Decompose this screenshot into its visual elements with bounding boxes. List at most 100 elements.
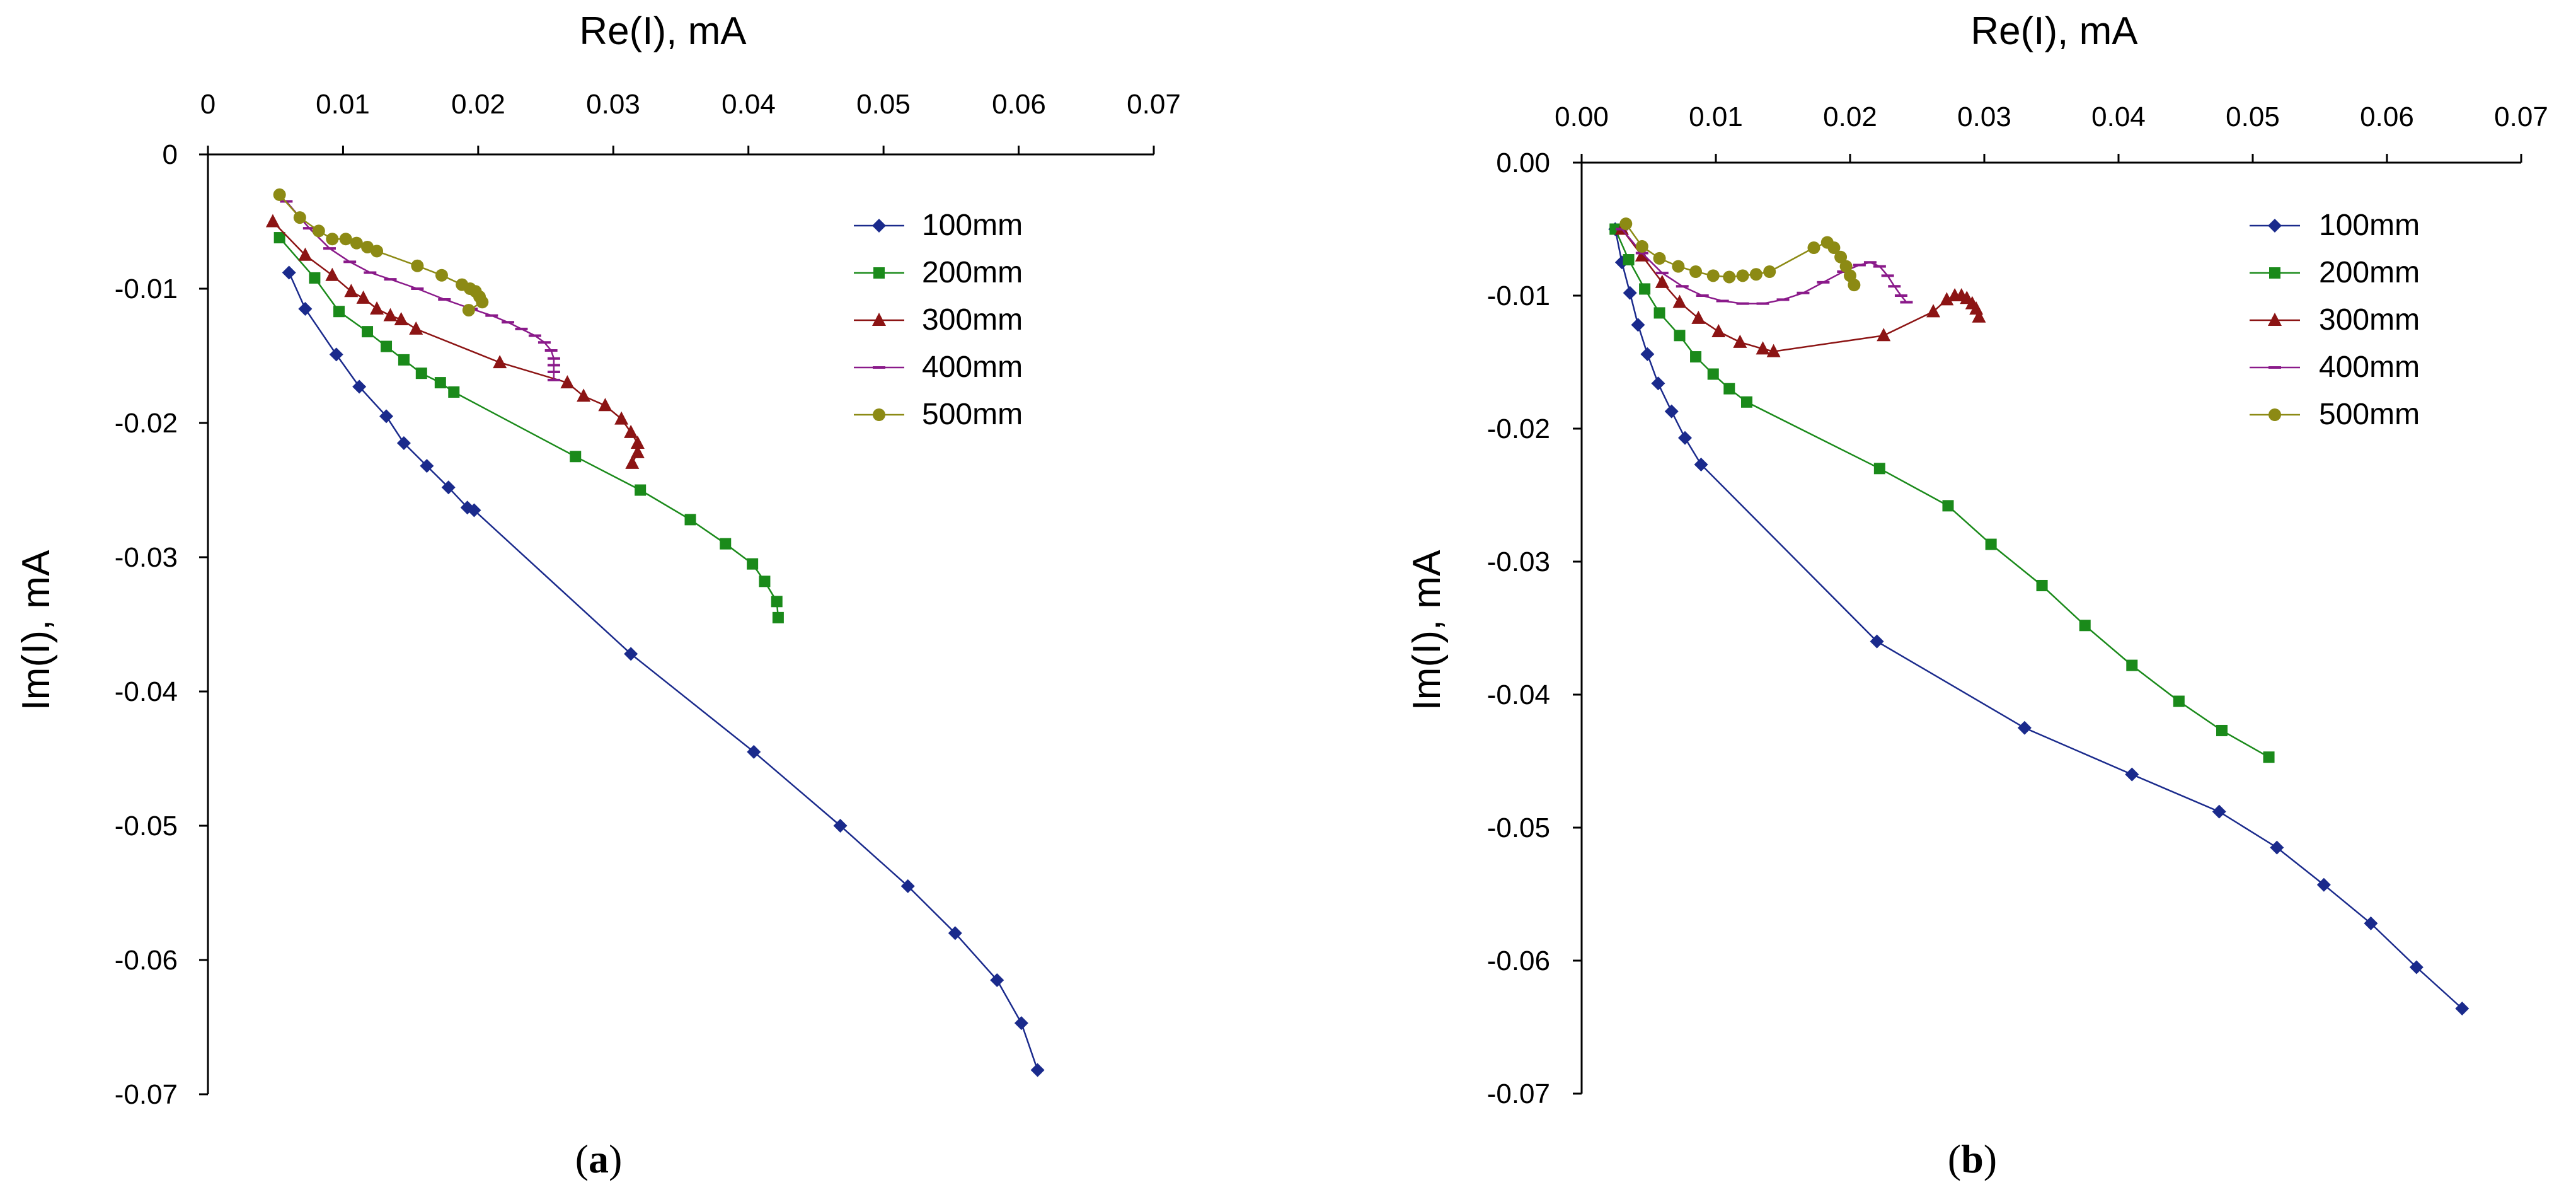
chart-a-data-point-500mm — [411, 259, 424, 272]
chart-b-data-point-200mm — [2036, 579, 2048, 591]
chart-b-data-point-500mm — [1736, 269, 1749, 282]
chart-b-data-point-100mm — [2364, 916, 2378, 930]
chart-a-y-axis-title: Im(I), mA — [14, 550, 58, 710]
chart-a-x-tick-label: 0 — [200, 89, 216, 120]
chart-b-data-point-500mm — [1672, 260, 1685, 273]
chart-a-data-point-200mm — [771, 596, 783, 608]
chart-a-data-point-200mm — [684, 514, 696, 526]
chart-a-data-point-100mm — [282, 265, 296, 280]
chart-b-series-300mm — [1614, 221, 1986, 357]
chart-a-data-point-200mm — [570, 451, 582, 463]
chart-a-data-point-300mm — [370, 301, 384, 315]
chart-a-legend-label: 400mm — [922, 350, 1023, 384]
chart-a-x-tick-label: 0.03 — [586, 89, 640, 120]
chart-a-data-point-300mm — [560, 375, 575, 389]
chart-b-series-100mm — [1608, 222, 2470, 1015]
chart-a-data-point-300mm — [325, 267, 340, 281]
chart-b-data-point-300mm — [1972, 309, 1986, 323]
chart-b-data-point-200mm — [1690, 351, 1702, 363]
chart-b-legend-label: 400mm — [2319, 350, 2420, 384]
chart-a-x-tick-label: 0.05 — [856, 89, 911, 120]
chart-b-data-point-500mm — [1807, 241, 1820, 255]
chart-a-legend-label: 300mm — [922, 303, 1023, 337]
chart-b-data-point-200mm — [2079, 620, 2091, 632]
chart-b-y-tick-label: -0.01 — [1487, 280, 1550, 311]
chart-a-data-point-500mm — [361, 240, 374, 253]
chart-a-y-tick-labels: 0 -0.01 -0.02 -0.03 -0.04 -0.05 -0.06 -0… — [115, 139, 178, 1110]
chart-a-data-point-100mm — [990, 973, 1004, 987]
chart-b-y-tick-label: 0.00 — [1496, 147, 1550, 178]
chart-b-x-tick-label: 0.00 — [1555, 101, 1609, 132]
chart-a-x-tick-label: 0.01 — [316, 89, 370, 120]
chart-a-data-point-300mm — [298, 247, 313, 261]
chart-a-data-point-200mm — [448, 386, 460, 398]
chart-b-y-axis-title: Im(I), mA — [1405, 550, 1449, 710]
chart-b-series-line-400mm — [1621, 228, 1907, 304]
chart-b-legend-label: 500mm — [2319, 398, 2420, 431]
chart-a-data-point-300mm — [493, 355, 507, 369]
chart-b-data-point-300mm — [1756, 341, 1770, 355]
chart-b-data-point-100mm — [2316, 877, 2331, 892]
chart-a-series-400mm — [280, 200, 560, 381]
chart-b-data-point-100mm — [2017, 720, 2032, 735]
chart-a-legend-label: 500mm — [922, 398, 1023, 431]
chart-a-data-point-100mm — [1014, 1016, 1028, 1031]
chart-b-data-point-100mm — [1623, 286, 1637, 300]
chart-a-data-point-200mm — [273, 232, 285, 244]
chart-b-data-point-100mm — [2455, 1001, 2470, 1015]
chart-a-data-point-100mm — [467, 503, 481, 518]
chart-b-data-point-300mm — [1940, 292, 1954, 306]
chart-b-x-tick-label: 0.05 — [2226, 101, 2280, 132]
chart-b-legend-marker — [2268, 408, 2281, 421]
chart-a-data-point-300mm — [344, 284, 359, 298]
chart-b-legend-marker — [2269, 267, 2280, 279]
chart-a-data-point-300mm — [624, 424, 638, 438]
chart-a-data-point-100mm — [352, 379, 367, 394]
chart-a-data-point-200mm — [309, 272, 321, 284]
chart-a-data-point-100mm — [900, 879, 915, 893]
chart-b-data-point-500mm — [1749, 268, 1762, 281]
chart-a-y-tick-label: -0.06 — [115, 945, 178, 976]
chart-a-series-200mm — [273, 232, 784, 623]
chart-a-y-tick-label: -0.04 — [115, 676, 178, 707]
chart-a-data-point-500mm — [273, 188, 286, 201]
chart-b-data-point-200mm — [1740, 396, 1752, 408]
chart-a-data-point-200mm — [362, 326, 374, 338]
chart-a: Re(I), mA Im(I), mA 0 0.01 0.02 0.03 0.0… — [14, 9, 1181, 1181]
chart-b-data-point-300mm — [1766, 344, 1781, 357]
chart-a-data-point-100mm — [298, 301, 313, 316]
chart-b-data-point-500mm — [1653, 252, 1666, 265]
chart-a-y-tick-label: -0.07 — [115, 1079, 178, 1110]
chart-a-legend: 100mm 200mm 300mm 400mm 500mm — [922, 209, 1023, 431]
chart-a-data-point-500mm — [476, 296, 489, 309]
chart-a-data-point-100mm — [833, 819, 848, 833]
chart-a-data-point-300mm — [625, 455, 640, 469]
chart-b-data-point-300mm — [1691, 310, 1706, 324]
chart-a-data-point-200mm — [759, 575, 771, 587]
chart-a-y-tick-label: -0.02 — [115, 408, 178, 439]
chart-b-x-tick-label: 0.07 — [2494, 101, 2548, 132]
chart-b-legend-swatch-200mm — [2250, 267, 2300, 279]
chart-b-legend: 100mm 200mm 300mm 400mm 500mm — [2319, 209, 2420, 431]
chart-a-data-point-200mm — [772, 611, 784, 623]
chart-a-legend-marker — [872, 219, 886, 233]
chart-a-data-point-100mm — [747, 744, 761, 759]
chart-b-data-point-300mm — [1672, 294, 1687, 308]
chart-a-data-point-100mm — [948, 926, 962, 940]
chart-a-data-point-100mm — [624, 647, 638, 661]
chart-b-data-point-100mm — [2409, 960, 2424, 974]
chart-b-data-point-100mm — [1870, 634, 1884, 649]
chart-b-x-tick-label: 0.04 — [2091, 101, 2146, 132]
chart-b-legend-label: 200mm — [2319, 256, 2420, 289]
chart-a-legend-marker — [873, 408, 885, 421]
chart-b: Re(I), mA Im(I), mA 0.00 0.01 0.02 0.03 … — [1405, 9, 2548, 1181]
chart-a-series-line-100mm — [288, 272, 1038, 1071]
chart-b-data-point-300mm — [1635, 248, 1649, 262]
chart-a-data-point-100mm — [396, 436, 411, 450]
chart-a-series-300mm — [265, 214, 645, 469]
chart-a-legend-swatch-500mm — [854, 408, 904, 421]
chart-b-data-point-200mm — [2216, 724, 2228, 736]
chart-b-data-point-100mm — [1631, 318, 1645, 332]
chart-b-x-tick-label: 0.03 — [1957, 101, 2011, 132]
chart-a-x-tick-label: 0.07 — [1127, 89, 1181, 120]
